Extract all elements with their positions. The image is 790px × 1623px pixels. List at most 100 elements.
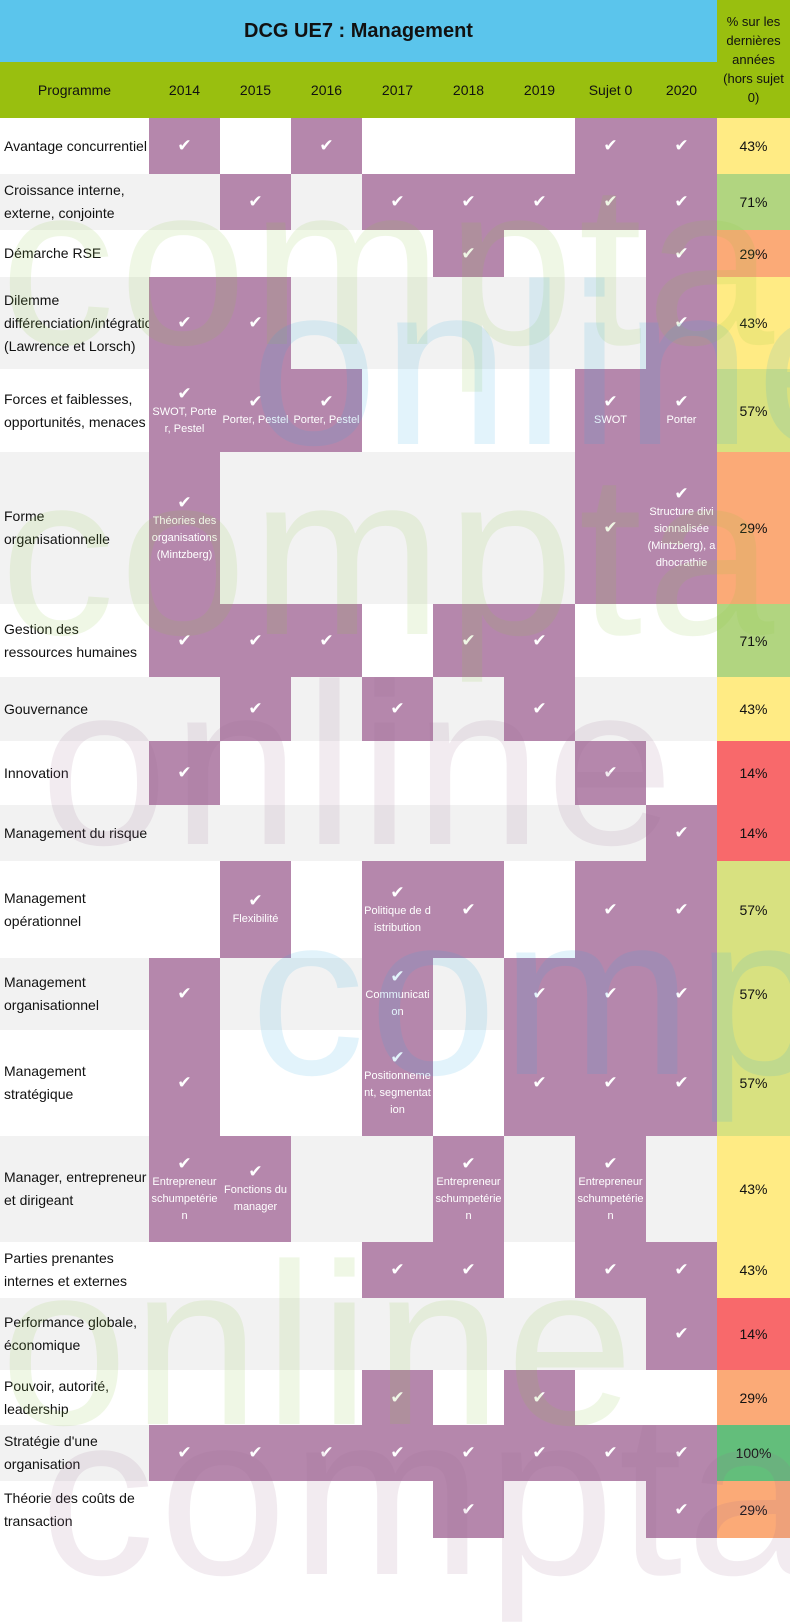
topic-label: Management du risque: [4, 824, 148, 841]
table-row: Management organisationnel ✔ ✔ Communicatio…: [0, 958, 790, 1030]
topic-label: Démarche RSE: [4, 245, 102, 261]
percentage-column-header: % sur les dernières années (hors sujet 0…: [717, 0, 790, 118]
table-row: Performance globale, économique ✔ 14%: [0, 1298, 790, 1370]
empty-cell: [433, 277, 504, 369]
checked-cell: ✔ Positionnement, segmentation: [362, 1030, 433, 1136]
empty-cell: [149, 230, 220, 277]
table-row: Stratégie d'une organisation ✔ ✔ ✔ ✔ ✔ ✔ ✔ ✔ 100%: [0, 1425, 790, 1481]
checked-cell: ✔ Politique de distribution: [362, 861, 433, 958]
empty-cell: [149, 805, 220, 861]
empty-cell: [433, 677, 504, 741]
column-header-year: 2015: [239, 82, 272, 98]
check-icon: ✔: [461, 899, 476, 919]
table-row: Management stratégique ✔ ✔ Positionnement, …: [0, 1030, 790, 1136]
cell-note: Porter, Pestel: [222, 414, 289, 426]
percentage-cell: 29%: [717, 1370, 790, 1425]
percentage-cell: 14%: [717, 741, 790, 805]
checked-cell: ✔: [575, 1242, 646, 1298]
check-icon: ✔: [532, 699, 547, 718]
checked-cell: ✔: [646, 118, 717, 174]
empty-cell: [504, 805, 575, 861]
checked-cell: ✔: [504, 1030, 575, 1136]
cell-note: Entrepreneur schumpetérien: [151, 1175, 218, 1222]
checked-cell: ✔: [646, 1242, 717, 1298]
empty-cell: [220, 1298, 291, 1370]
check-icon: ✔: [177, 1443, 192, 1462]
empty-cell: [291, 677, 362, 741]
check-icon: ✔: [461, 192, 476, 211]
cell-note: Fonctions du manager: [224, 1184, 287, 1213]
topic-label: Théorie des coûts de transaction: [4, 1489, 135, 1529]
cell-note: Politique de distribution: [364, 904, 431, 934]
empty-cell: [220, 1030, 291, 1136]
topic-label: Management opérationnel: [4, 889, 86, 929]
table-row: Parties prenantes internes et externes ✔ ✔…: [0, 1242, 790, 1298]
empty-cell: [291, 861, 362, 958]
check-icon: ✔: [461, 1153, 476, 1173]
topic-label: Management stratégique: [4, 1063, 86, 1102]
empty-cell: [646, 677, 717, 741]
empty-cell: [362, 452, 433, 604]
checked-cell: ✔ SWOT: [575, 369, 646, 452]
table-row: Démarche RSE ✔ ✔ 29%: [0, 230, 790, 277]
percentage-cell: 57%: [717, 958, 790, 1030]
table-row: Gestion des ressources humaines ✔ ✔ ✔ ✔ ✔ 71%: [0, 604, 790, 677]
check-icon: ✔: [674, 1443, 689, 1462]
empty-cell: [149, 1370, 220, 1425]
empty-cell: [646, 1136, 717, 1242]
check-icon: ✔: [674, 1260, 689, 1279]
check-icon: ✔: [248, 192, 263, 211]
check-icon: ✔: [319, 392, 334, 411]
check-icon: ✔: [461, 630, 476, 650]
empty-cell: [575, 230, 646, 277]
empty-cell: [220, 741, 291, 805]
check-icon: ✔: [674, 243, 689, 263]
checked-cell: ✔: [362, 677, 433, 741]
empty-cell: [362, 1136, 433, 1242]
checked-cell: ✔: [220, 1425, 291, 1481]
column-header-year: 2014: [168, 82, 201, 98]
empty-cell: [220, 118, 291, 174]
check-icon: ✔: [603, 1073, 618, 1092]
empty-cell: [433, 118, 504, 174]
empty-cell: [504, 1298, 575, 1370]
percentage-cell: 43%: [717, 277, 790, 369]
check-icon: ✔: [674, 1073, 689, 1092]
empty-cell: [220, 452, 291, 604]
check-icon: ✔: [603, 136, 618, 155]
empty-cell: [362, 741, 433, 805]
checked-cell: ✔: [220, 174, 291, 230]
checked-cell: ✔: [220, 277, 291, 369]
column-header-year: 2017: [381, 82, 414, 98]
topic-label: Stratégie d'une organisation: [4, 1433, 98, 1472]
check-icon: ✔: [390, 1443, 405, 1462]
empty-cell: [291, 452, 362, 604]
checked-cell: ✔: [646, 1030, 717, 1136]
check-icon: ✔: [461, 1443, 476, 1462]
checked-cell: ✔: [220, 604, 291, 677]
check-icon: ✔: [532, 984, 547, 1003]
empty-cell: [220, 230, 291, 277]
topic-label: Pouvoir, autorité, leadership: [4, 1377, 110, 1417]
check-icon: ✔: [461, 1260, 476, 1279]
check-icon: ✔: [248, 891, 263, 910]
percentage-cell: 100%: [717, 1425, 790, 1481]
topic-label: Gouvernance: [4, 700, 89, 717]
column-header-programme: Programme: [37, 82, 112, 98]
empty-cell: [362, 1481, 433, 1538]
check-icon: ✔: [674, 984, 689, 1003]
empty-cell: [575, 1370, 646, 1425]
checked-cell: ✔ Porter, Pestel: [291, 369, 362, 452]
empty-cell: [575, 805, 646, 861]
check-icon: ✔: [532, 1073, 547, 1092]
check-icon: ✔: [390, 1387, 405, 1407]
check-icon: ✔: [177, 1153, 192, 1173]
check-icon: ✔: [390, 192, 405, 211]
table-row: Management du risque ✔ 14%: [0, 805, 790, 861]
empty-cell: [646, 741, 717, 805]
checked-cell: ✔: [362, 1370, 433, 1425]
check-icon: ✔: [248, 1443, 263, 1462]
checked-cell: ✔: [433, 230, 504, 277]
empty-cell: [149, 1481, 220, 1538]
empty-cell: [220, 1242, 291, 1298]
